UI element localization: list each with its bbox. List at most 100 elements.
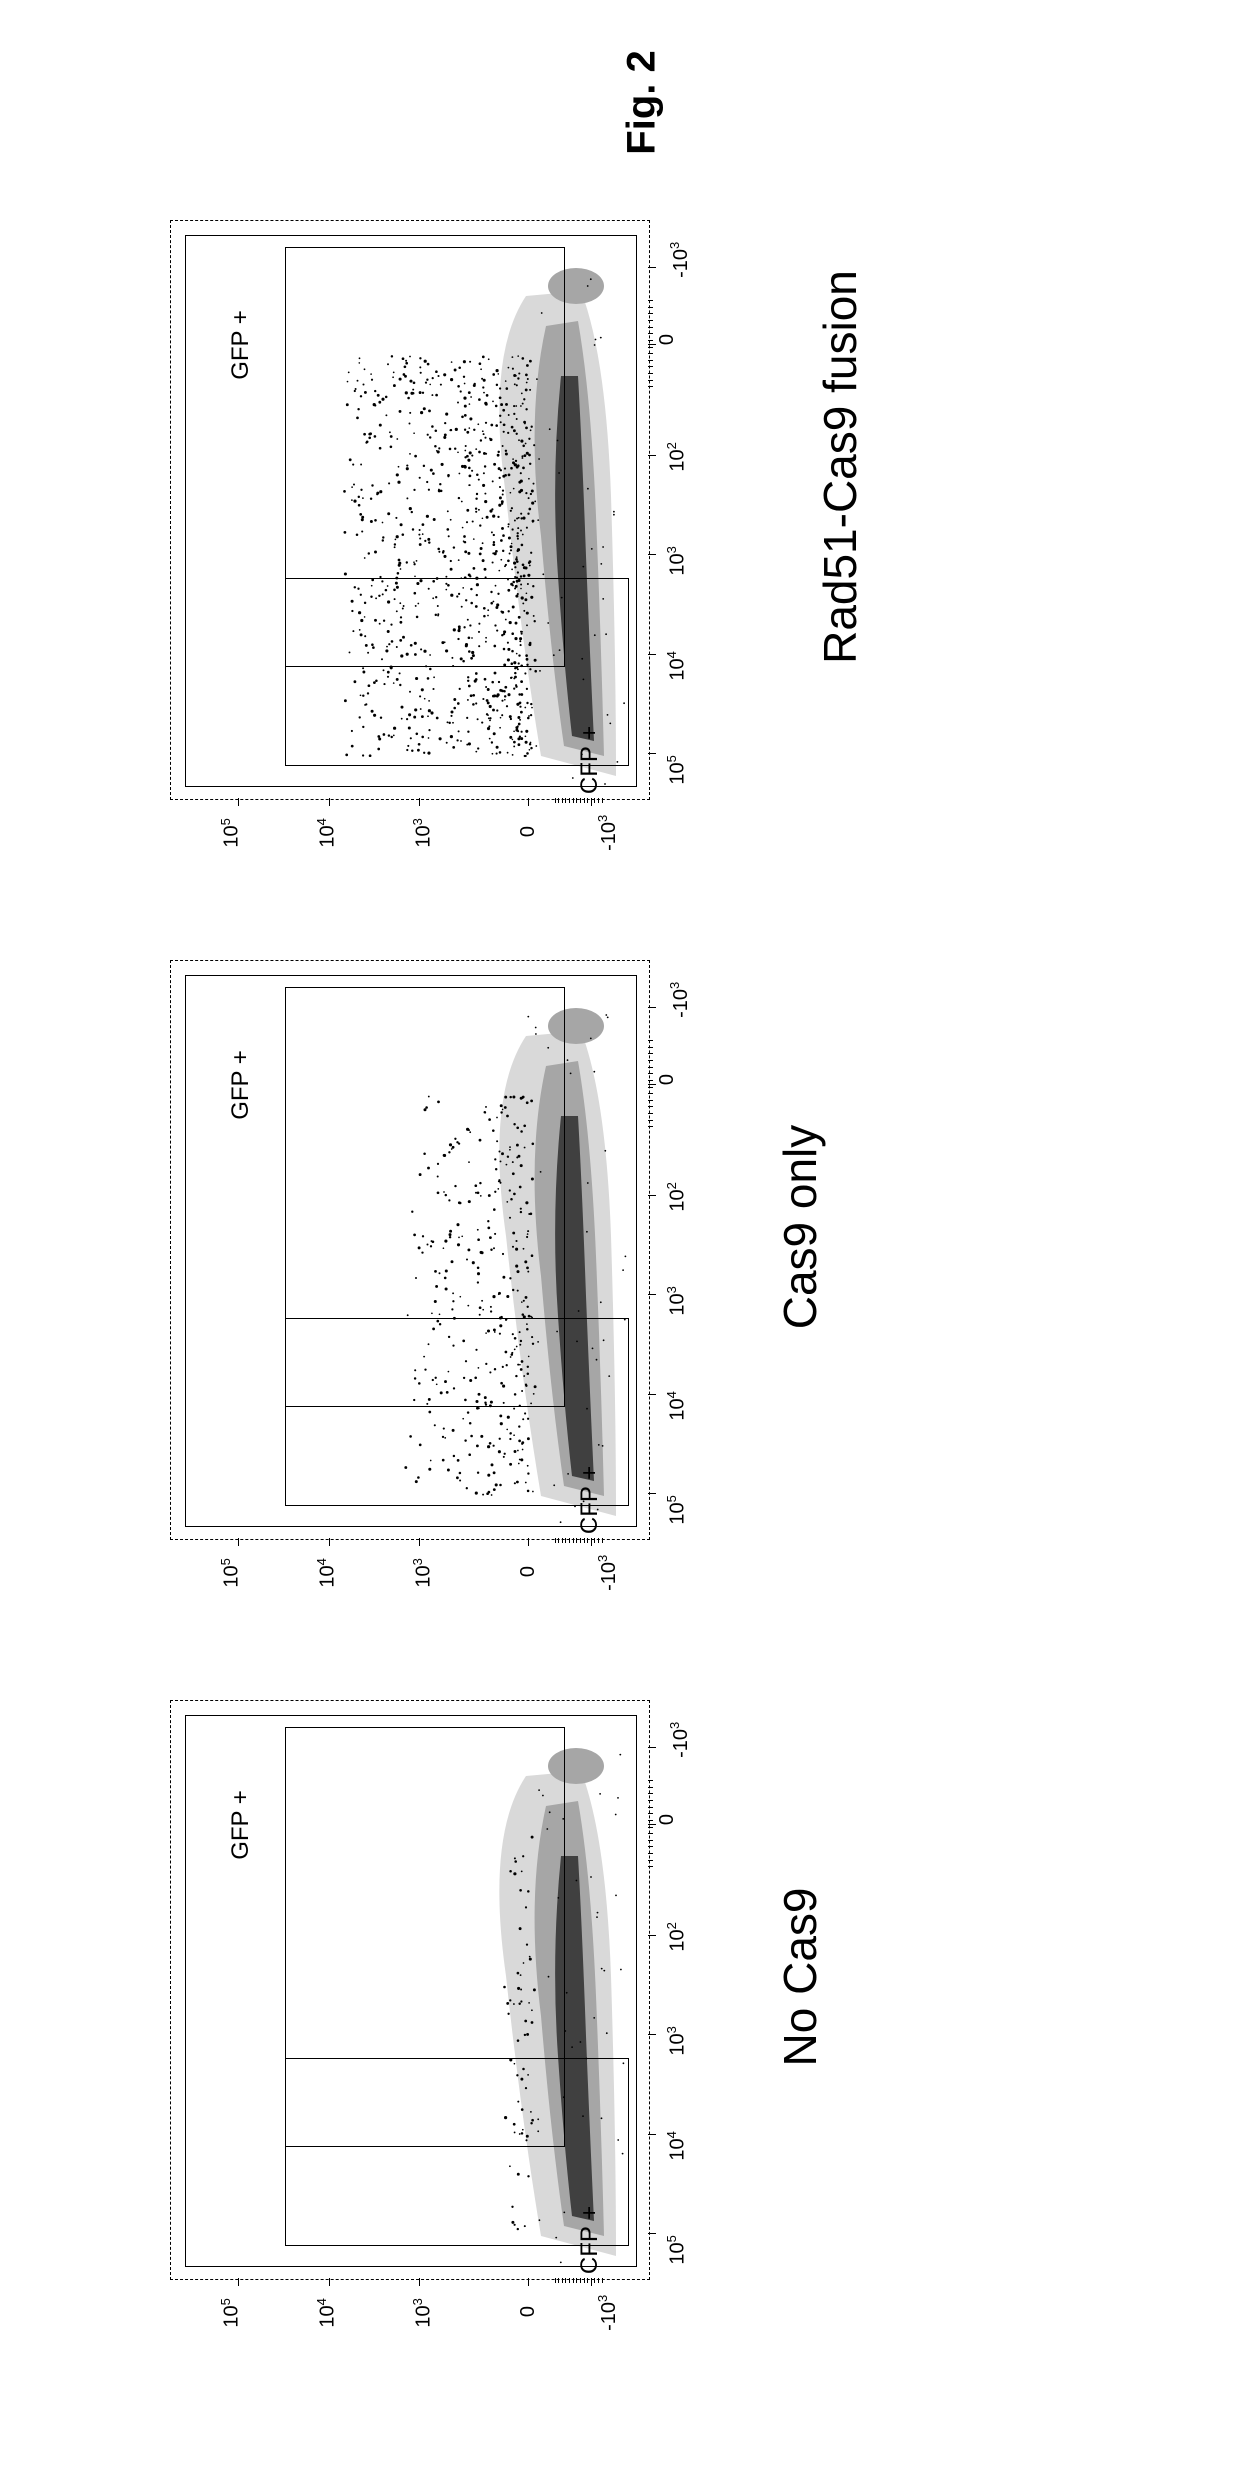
x-rug-mark (648, 307, 653, 308)
y-tick-label: 0 (517, 826, 540, 837)
y-rug-mark (602, 1538, 603, 1543)
cfp-gate-label-rad51-cas9: CFP + (576, 726, 604, 794)
x-rug-mark (648, 1073, 653, 1074)
cfp-gate-label-no-cas9: CFP + (576, 2206, 604, 2274)
y-rug-mark (591, 2278, 592, 2283)
x-tick-mark (648, 1747, 656, 1748)
x-tick-label: 104 (664, 651, 690, 680)
x-tick-label: 105 (664, 755, 690, 784)
x-rug-mark (648, 1820, 653, 1821)
y-rug-mark (565, 2278, 566, 2283)
x-tick-label: 103 (664, 546, 690, 575)
x-rug-mark (648, 1100, 653, 1101)
x-rug-mark (648, 1093, 653, 1094)
y-rug-mark (580, 798, 581, 803)
x-tick-label: 103 (664, 1286, 690, 1315)
x-tick-mark (648, 1007, 656, 1008)
y-rug-mark (591, 798, 592, 803)
y-tick-label: 104 (314, 2298, 340, 2327)
x-rug-mark (648, 1047, 653, 1048)
x-tick-mark (648, 267, 656, 268)
x-rug-mark (648, 380, 653, 381)
x-rug-mark (648, 1126, 653, 1127)
y-tick-mark (419, 2278, 420, 2286)
x-tick-mark (648, 1195, 656, 1196)
plot-inner-rad51-cas9: GFP + CFP + (185, 235, 637, 787)
x-rug-mark (648, 386, 653, 387)
x-rug-mark (648, 1813, 653, 1814)
y-rug-mark (591, 1538, 592, 1543)
y-rug-mark (576, 1538, 577, 1543)
x-rug-mark (648, 1067, 653, 1068)
y-rug-mark (584, 798, 585, 803)
x-rug-mark (648, 340, 653, 341)
y-rug-mark (598, 1538, 599, 1543)
y-rug-mark (555, 1538, 556, 1543)
y-rug-mark (569, 2278, 570, 2283)
y-rug-mark (598, 798, 599, 803)
x-tick-mark (648, 1294, 656, 1295)
y-rug-mark (602, 2278, 603, 2283)
x-tick-label: 102 (664, 442, 690, 471)
x-rug-mark (648, 373, 653, 374)
gfp-gate-label-no-cas9: GFP + (227, 1790, 255, 1860)
y-rug-mark (573, 1538, 574, 1543)
y-rug-mark (587, 798, 588, 803)
y-tick-mark (238, 798, 239, 806)
panel-label-no-cas9: No Cas9 (773, 1877, 827, 2077)
y-rug-mark (594, 1538, 595, 1543)
x-rug-mark (648, 366, 653, 367)
x-tick-mark (648, 1824, 656, 1825)
y-tick-label: 0 (517, 2306, 540, 2317)
y-rug-mark (576, 798, 577, 803)
x-tick-mark (648, 1493, 656, 1494)
y-rug-mark (555, 2278, 556, 2283)
x-rug-mark (648, 1853, 653, 1854)
x-tick-mark (648, 2134, 656, 2135)
y-tick-mark (329, 798, 330, 806)
y-rug-mark (587, 2278, 588, 2283)
y-rug-mark (584, 1538, 585, 1543)
x-rug-mark (648, 1860, 653, 1861)
x-rug-mark (648, 1800, 653, 1801)
figure-title: Fig. 2 (620, 50, 665, 154)
x-tick-label: 105 (664, 1495, 690, 1524)
y-tick-label: -103 (595, 1555, 621, 1591)
y-tick-label: 105 (218, 818, 244, 847)
x-rug-mark (648, 1053, 653, 1054)
y-tick-label: 105 (218, 2298, 244, 2327)
x-tick-label: -103 (667, 982, 693, 1018)
x-rug-mark (648, 1833, 653, 1834)
x-rug-mark (648, 353, 653, 354)
x-rug-mark (648, 1846, 653, 1847)
x-rug-mark (648, 1113, 653, 1114)
x-tick-mark (648, 554, 656, 555)
y-tick-label: 104 (314, 818, 340, 847)
x-tick-label: -103 (667, 1722, 693, 1758)
x-rug-mark (648, 1793, 653, 1794)
y-rug-mark (569, 1538, 570, 1543)
x-rug-mark (648, 1780, 653, 1781)
y-rug-mark (576, 2278, 577, 2283)
y-tick-label: 104 (314, 1558, 340, 1587)
y-tick-mark (528, 1538, 529, 1546)
x-rug-mark (648, 1120, 653, 1121)
x-tick-mark (648, 455, 656, 456)
y-rug-mark (562, 798, 563, 803)
plot-inner-no-cas9: GFP + CFP + (185, 1715, 637, 2267)
x-tick-label: 102 (664, 1182, 690, 1211)
y-rug-mark (555, 798, 556, 803)
y-tick-label: -103 (595, 2295, 621, 2331)
x-rug-mark (648, 300, 653, 301)
x-tick-mark (648, 753, 656, 754)
y-rug-mark (562, 2278, 563, 2283)
x-tick-label: -103 (667, 242, 693, 278)
x-tick-label: 104 (664, 1391, 690, 1420)
x-tick-mark (648, 2034, 656, 2035)
gfp-gate-label-rad51-cas9: GFP + (227, 310, 255, 380)
y-rug-mark (587, 1538, 588, 1543)
y-rug-mark (584, 2278, 585, 2283)
panel-label-rad51-cas9: Rad51-Cas9 fusion (813, 267, 867, 667)
x-rug-mark (648, 1787, 653, 1788)
x-tick-mark (648, 344, 656, 345)
